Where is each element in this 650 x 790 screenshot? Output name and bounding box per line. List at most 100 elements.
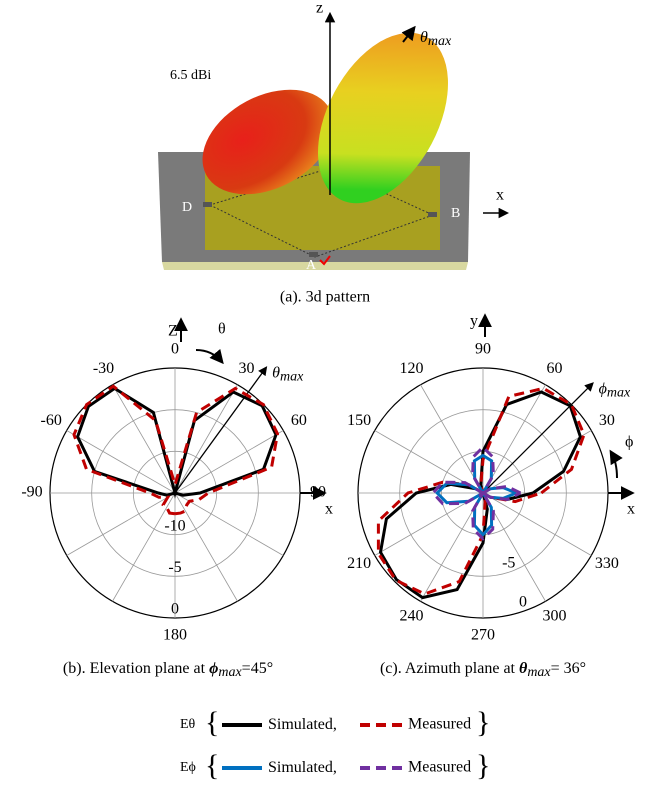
polar-chart: 306090120150210240270300330-50ϕmaxyϕx(c)…: [347, 313, 635, 681]
z-label: z: [316, 0, 323, 17]
angle-tick-label: 150: [347, 412, 371, 429]
legend-component: Eϕ: [180, 760, 196, 775]
spoke: [174, 492, 238, 602]
caption-part: = 36°: [551, 660, 586, 677]
caption: (b). Elevation plane at ϕmax=45°: [63, 660, 273, 681]
angle-tick-label: 270: [471, 627, 495, 644]
angle-tick-label: 300: [543, 608, 567, 625]
max-direction: [174, 366, 268, 494]
legend-brace: {: [205, 749, 219, 782]
angle-tick-label: 30: [239, 360, 255, 377]
pattern-line: [430, 445, 522, 541]
legend-separator: ,: [333, 716, 337, 733]
max-label: θmax: [272, 364, 304, 385]
max-symbol: θ: [272, 364, 280, 381]
spoke: [482, 384, 546, 494]
legend-separator: ,: [333, 759, 337, 776]
rotation-arrow: [609, 449, 623, 479]
rotation-label: θ: [218, 321, 226, 338]
pattern-3d: z x θmax 6.5 dBi D B A (a). 3d pattern: [158, 0, 510, 306]
up-label: y: [470, 313, 478, 330]
angle-tick-label: 180: [163, 627, 187, 644]
legend-brace: }: [476, 749, 490, 782]
radial-tick-label: 0: [519, 594, 527, 611]
angle-tick-label: 30: [599, 412, 615, 429]
caption: (c). Azimuth plane at θmax= 36°: [380, 660, 586, 681]
up-label: Z: [168, 323, 178, 340]
lobe-right: [318, 32, 448, 204]
caption-part: =45°: [242, 660, 273, 677]
right-label: x: [325, 501, 333, 518]
legend-label: Simulated,: [268, 759, 337, 776]
rotation-arrow: [195, 348, 224, 365]
gain-label: 6.5 dBi: [170, 68, 211, 83]
legend-label: Measured: [408, 759, 471, 776]
x-label: x: [496, 187, 504, 204]
port-label: A: [306, 258, 317, 273]
pattern-line: [435, 453, 517, 537]
lobe-left: [202, 89, 334, 195]
max-sub: max: [607, 386, 631, 401]
angle-tick-label: -60: [40, 412, 61, 429]
legend-name: Simulated: [268, 716, 333, 733]
spoke: [112, 492, 176, 602]
angle-tick-label: 210: [347, 555, 371, 572]
angle-tick-label: 60: [547, 360, 563, 377]
caption: (a). 3d pattern: [280, 289, 370, 306]
pattern-line: [72, 384, 280, 516]
pattern-line: [376, 386, 586, 596]
max-sub: max: [428, 34, 452, 49]
spoke: [66, 430, 176, 494]
max-symbol: θ: [420, 29, 428, 46]
max-label: ϕmax: [599, 380, 631, 401]
caption-part: (c). Azimuth plane at: [380, 660, 519, 677]
port-label: B: [451, 206, 460, 221]
max-sub: max: [280, 370, 304, 385]
radial-tick-label: -5: [502, 554, 515, 571]
caption-part: (b). Elevation plane at: [63, 660, 209, 677]
angle-tick-label: 90: [310, 484, 326, 501]
spoke: [112, 384, 176, 494]
port: [309, 252, 318, 257]
spoke: [174, 384, 238, 494]
plate-edge: [162, 262, 468, 270]
caption-part: θ: [519, 660, 528, 677]
spoke: [374, 492, 484, 556]
port-label: D: [182, 200, 192, 215]
max-label: θmax: [420, 29, 452, 50]
legend-component: Eθ: [180, 717, 196, 732]
angle-tick-label: -30: [93, 360, 114, 377]
angle-tick-label: 240: [400, 608, 424, 625]
port: [203, 202, 212, 207]
angle-tick-label: 330: [595, 555, 619, 572]
feed-mark: [319, 255, 331, 266]
right-label: x: [627, 501, 635, 518]
max-symbol: ϕ: [599, 380, 607, 397]
legend-label: Simulated,: [268, 716, 337, 733]
port: [428, 212, 437, 217]
radial-tick-label: 0: [171, 601, 179, 618]
rotation-label: ϕ: [625, 434, 633, 451]
spoke: [66, 492, 176, 556]
legend-brace: }: [476, 706, 490, 739]
legend-label: Measured: [408, 716, 471, 733]
spoke: [482, 430, 592, 494]
caption-part: max: [527, 665, 551, 680]
caption-part: ϕ: [209, 660, 218, 677]
angle-tick-label: 0: [171, 341, 179, 358]
max-direction: [482, 382, 594, 494]
spoke: [420, 384, 484, 494]
max-arrow: [401, 25, 416, 43]
angle-tick-label: 90: [475, 341, 491, 358]
legend-name: Simulated: [268, 759, 333, 776]
spoke: [174, 430, 284, 494]
angle-tick-label: -90: [21, 484, 42, 501]
spoke: [174, 492, 284, 556]
angle-tick-label: 120: [400, 360, 424, 377]
angle-tick-label: 60: [291, 412, 307, 429]
spoke: [482, 492, 592, 556]
pattern-line: [75, 386, 278, 499]
caption-part: max: [218, 665, 242, 680]
